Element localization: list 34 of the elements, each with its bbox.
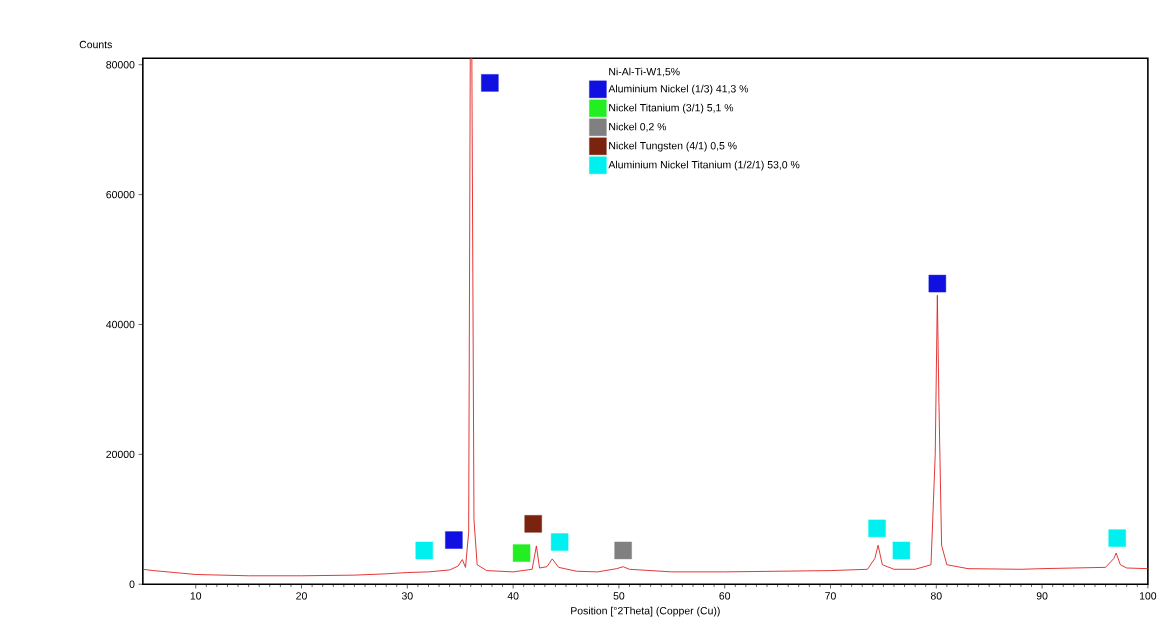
- x-tick-label: 60: [719, 592, 731, 600]
- x-tick-label: 70: [825, 592, 836, 600]
- x-tick-label: 50: [613, 592, 625, 600]
- x-tick-label: 80: [930, 592, 942, 600]
- y-tick-label: 80000: [106, 61, 135, 69]
- x-tick-label: 90: [1036, 592, 1048, 600]
- x-tick-label: 100: [1139, 592, 1157, 600]
- y-axis-title: Counts: [79, 40, 112, 49]
- point: [928, 274, 947, 293]
- y-tick-label: 60000: [106, 190, 135, 199]
- point: [868, 519, 886, 538]
- x-tick-label: 20: [296, 592, 307, 600]
- legend-label: Aluminium Nickel (1/3) 41,3 %: [608, 84, 749, 95]
- y-tick-label: 20000: [106, 450, 135, 459]
- point: [1108, 529, 1126, 547]
- point: [512, 544, 531, 562]
- legend-label: Nickel 0,2 %: [609, 122, 667, 132]
- legend-label: Aluminium Nickel Titanium (1/2/1) 53,0 %: [608, 160, 800, 171]
- x-axis-title: Position [°2Theta] (Copper (Cu)): [571, 606, 720, 617]
- point: [524, 515, 542, 533]
- legend-label: Nickel Tungsten (4/1) 0,5 %: [609, 141, 737, 152]
- x-tick-label: 30: [401, 592, 413, 600]
- x-tick-label: 40: [507, 592, 519, 600]
- point: [892, 541, 911, 560]
- legend-label: Nickel Titanium (3/1) 5,1 %: [609, 103, 734, 114]
- y-tick-label: 0: [129, 580, 135, 588]
- point: [445, 531, 463, 549]
- legend-title: Ni-Al-Ti-W1,5%: [609, 67, 680, 77]
- point: [481, 74, 499, 92]
- point: [415, 541, 433, 560]
- x-tick-label: 10: [190, 592, 202, 600]
- y-tick-label: 40000: [106, 320, 135, 329]
- point: [614, 541, 632, 560]
- point: [550, 533, 569, 551]
